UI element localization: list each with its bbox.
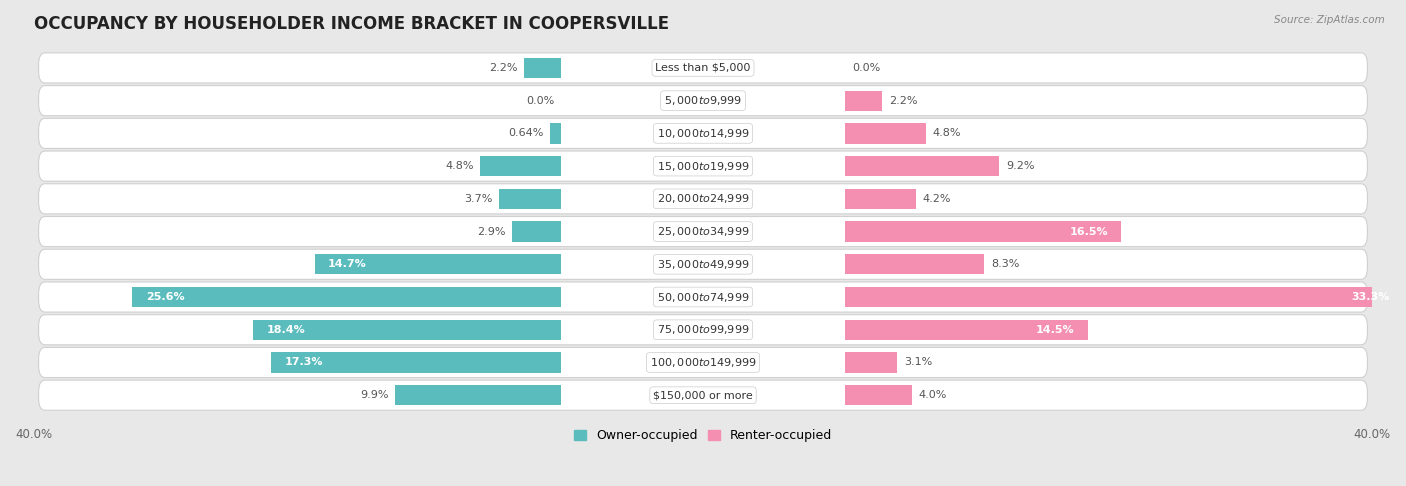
Bar bbox=[845, 287, 1403, 307]
Text: 18.4%: 18.4% bbox=[266, 325, 305, 335]
Text: 16.5%: 16.5% bbox=[1070, 226, 1108, 237]
Text: $15,000 to $19,999: $15,000 to $19,999 bbox=[657, 159, 749, 173]
FancyBboxPatch shape bbox=[38, 380, 1368, 410]
Bar bbox=[845, 222, 1122, 242]
Text: 17.3%: 17.3% bbox=[284, 358, 323, 367]
Bar bbox=[845, 385, 912, 405]
Text: 8.3%: 8.3% bbox=[991, 260, 1019, 269]
FancyBboxPatch shape bbox=[38, 151, 1368, 181]
Bar bbox=[481, 156, 561, 176]
Text: OCCUPANCY BY HOUSEHOLDER INCOME BRACKET IN COOPERSVILLE: OCCUPANCY BY HOUSEHOLDER INCOME BRACKET … bbox=[34, 15, 669, 33]
FancyBboxPatch shape bbox=[38, 282, 1368, 312]
Text: 33.3%: 33.3% bbox=[1351, 292, 1389, 302]
Text: 0.64%: 0.64% bbox=[508, 128, 543, 139]
Text: $75,000 to $99,999: $75,000 to $99,999 bbox=[657, 323, 749, 336]
Bar bbox=[253, 320, 561, 340]
FancyBboxPatch shape bbox=[38, 216, 1368, 246]
Text: 4.2%: 4.2% bbox=[922, 194, 950, 204]
Bar bbox=[512, 222, 561, 242]
Bar bbox=[845, 156, 1000, 176]
Bar bbox=[499, 189, 561, 209]
Bar bbox=[845, 254, 984, 275]
Text: 9.9%: 9.9% bbox=[360, 390, 388, 400]
Text: 2.2%: 2.2% bbox=[889, 96, 917, 105]
Bar bbox=[845, 320, 1088, 340]
Text: 2.2%: 2.2% bbox=[489, 63, 517, 73]
Text: 2.9%: 2.9% bbox=[477, 226, 506, 237]
FancyBboxPatch shape bbox=[38, 53, 1368, 83]
Text: 14.5%: 14.5% bbox=[1036, 325, 1074, 335]
Bar bbox=[132, 287, 561, 307]
Text: 3.1%: 3.1% bbox=[904, 358, 932, 367]
Text: 3.7%: 3.7% bbox=[464, 194, 492, 204]
FancyBboxPatch shape bbox=[38, 347, 1368, 378]
Bar bbox=[550, 123, 561, 143]
FancyBboxPatch shape bbox=[38, 249, 1368, 279]
FancyBboxPatch shape bbox=[38, 118, 1368, 148]
Text: Less than $5,000: Less than $5,000 bbox=[655, 63, 751, 73]
Text: 4.8%: 4.8% bbox=[446, 161, 474, 171]
Text: $100,000 to $149,999: $100,000 to $149,999 bbox=[650, 356, 756, 369]
Text: 0.0%: 0.0% bbox=[526, 96, 554, 105]
Text: $10,000 to $14,999: $10,000 to $14,999 bbox=[657, 127, 749, 140]
Bar bbox=[395, 385, 561, 405]
Bar bbox=[845, 352, 897, 373]
Bar bbox=[845, 123, 925, 143]
Text: $5,000 to $9,999: $5,000 to $9,999 bbox=[664, 94, 742, 107]
Text: Source: ZipAtlas.com: Source: ZipAtlas.com bbox=[1274, 15, 1385, 25]
Text: 4.0%: 4.0% bbox=[920, 390, 948, 400]
Text: 0.0%: 0.0% bbox=[852, 63, 880, 73]
Text: $50,000 to $74,999: $50,000 to $74,999 bbox=[657, 291, 749, 304]
Text: 14.7%: 14.7% bbox=[328, 260, 367, 269]
Bar bbox=[845, 90, 882, 111]
FancyBboxPatch shape bbox=[38, 86, 1368, 116]
Text: 25.6%: 25.6% bbox=[146, 292, 184, 302]
Text: $20,000 to $24,999: $20,000 to $24,999 bbox=[657, 192, 749, 206]
Text: $35,000 to $49,999: $35,000 to $49,999 bbox=[657, 258, 749, 271]
Bar bbox=[271, 352, 561, 373]
Bar bbox=[845, 189, 915, 209]
Text: $25,000 to $34,999: $25,000 to $34,999 bbox=[657, 225, 749, 238]
Text: 9.2%: 9.2% bbox=[1005, 161, 1035, 171]
FancyBboxPatch shape bbox=[38, 184, 1368, 214]
Bar bbox=[524, 58, 561, 78]
Text: $150,000 or more: $150,000 or more bbox=[654, 390, 752, 400]
Legend: Owner-occupied, Renter-occupied: Owner-occupied, Renter-occupied bbox=[568, 424, 838, 448]
FancyBboxPatch shape bbox=[38, 315, 1368, 345]
Bar bbox=[315, 254, 561, 275]
Text: 4.8%: 4.8% bbox=[932, 128, 960, 139]
